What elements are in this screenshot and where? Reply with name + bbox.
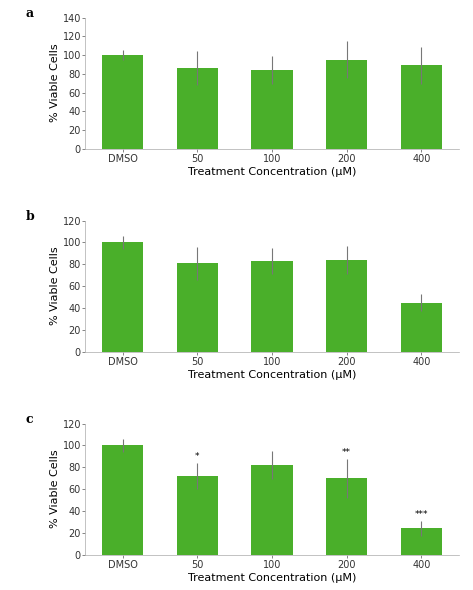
- Bar: [401, 303, 442, 352]
- X-axis label: Treatment Concentration (μM): Treatment Concentration (μM): [188, 167, 356, 177]
- Bar: [102, 55, 143, 149]
- Bar: [401, 65, 442, 149]
- Bar: [102, 242, 143, 352]
- Bar: [252, 261, 292, 352]
- Bar: [177, 68, 218, 149]
- Y-axis label: % Viable Cells: % Viable Cells: [50, 450, 60, 529]
- Text: *: *: [195, 453, 200, 461]
- Text: c: c: [26, 413, 33, 426]
- Text: **: **: [342, 448, 351, 457]
- Bar: [252, 465, 292, 555]
- X-axis label: Treatment Concentration (μM): Treatment Concentration (μM): [188, 573, 356, 583]
- Bar: [177, 263, 218, 352]
- Bar: [326, 60, 367, 149]
- X-axis label: Treatment Concentration (μM): Treatment Concentration (μM): [188, 370, 356, 380]
- Bar: [252, 70, 292, 149]
- Bar: [401, 529, 442, 555]
- Y-axis label: % Viable Cells: % Viable Cells: [50, 44, 60, 123]
- Bar: [326, 478, 367, 555]
- Bar: [102, 445, 143, 555]
- Bar: [177, 476, 218, 555]
- Bar: [326, 260, 367, 352]
- Text: b: b: [26, 210, 34, 223]
- Text: a: a: [26, 7, 34, 20]
- Y-axis label: % Viable Cells: % Viable Cells: [50, 247, 60, 326]
- Text: ***: ***: [414, 510, 428, 519]
